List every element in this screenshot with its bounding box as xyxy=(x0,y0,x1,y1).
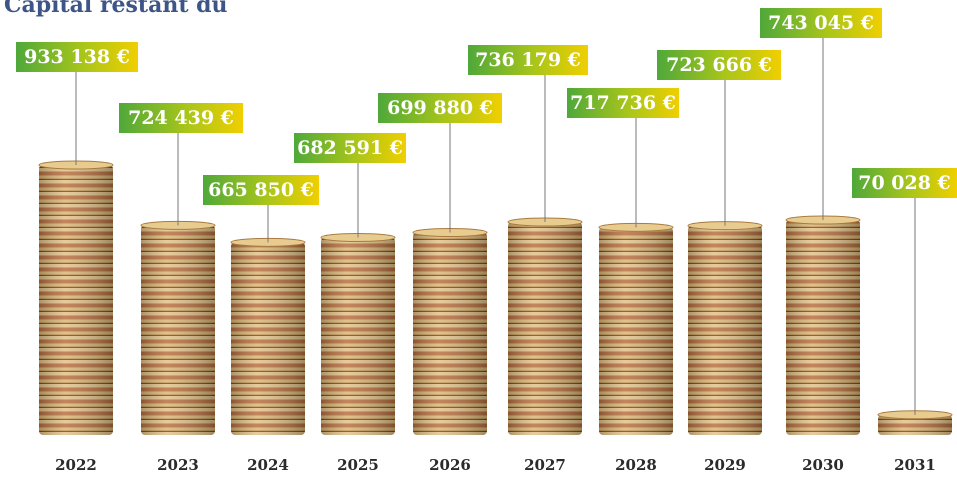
year-label: 2029 xyxy=(704,456,746,474)
value-tag xyxy=(203,175,319,205)
coin-stack-shade xyxy=(231,242,305,435)
value-tag xyxy=(294,133,406,163)
value-tag xyxy=(760,8,882,38)
value-tag xyxy=(119,103,243,133)
coin-stack-shade xyxy=(321,237,395,435)
value-tag xyxy=(657,50,781,80)
coin-stack-shade xyxy=(688,225,762,435)
value-label: 717 736 € xyxy=(570,92,676,114)
value-label: 70 028 € xyxy=(858,172,951,194)
value-label: 743 045 € xyxy=(768,12,874,34)
value-tag xyxy=(567,88,679,118)
year-label: 2027 xyxy=(524,456,566,474)
coin-stack-shade xyxy=(878,414,952,435)
year-label: 2024 xyxy=(247,456,289,474)
coin-stack-shade xyxy=(786,220,860,435)
chart-title: Capital restant dû xyxy=(4,0,228,18)
year-label: 2026 xyxy=(429,456,471,474)
coin-stack-shade xyxy=(508,221,582,435)
value-tag xyxy=(16,42,138,72)
value-tag xyxy=(468,45,588,75)
coin-stack-shade xyxy=(599,227,673,435)
year-label: 2022 xyxy=(55,456,97,474)
value-label: 724 439 € xyxy=(128,107,234,129)
value-tag xyxy=(852,168,957,198)
value-tag xyxy=(378,93,502,123)
year-label: 2028 xyxy=(615,456,657,474)
value-label: 699 880 € xyxy=(387,97,493,119)
coin-stack-shade xyxy=(413,232,487,435)
value-label: 933 138 € xyxy=(24,46,130,68)
value-label: 723 666 € xyxy=(666,54,772,76)
year-label: 2031 xyxy=(894,456,936,474)
value-label: 736 179 € xyxy=(475,49,581,71)
value-label: 665 850 € xyxy=(208,179,314,201)
year-label: 2023 xyxy=(157,456,199,474)
coin-stack-shade xyxy=(141,225,215,435)
year-label: 2030 xyxy=(802,456,844,474)
value-label: 682 591 € xyxy=(297,137,403,159)
coin-stack-shade xyxy=(39,165,113,435)
year-label: 2025 xyxy=(337,456,379,474)
